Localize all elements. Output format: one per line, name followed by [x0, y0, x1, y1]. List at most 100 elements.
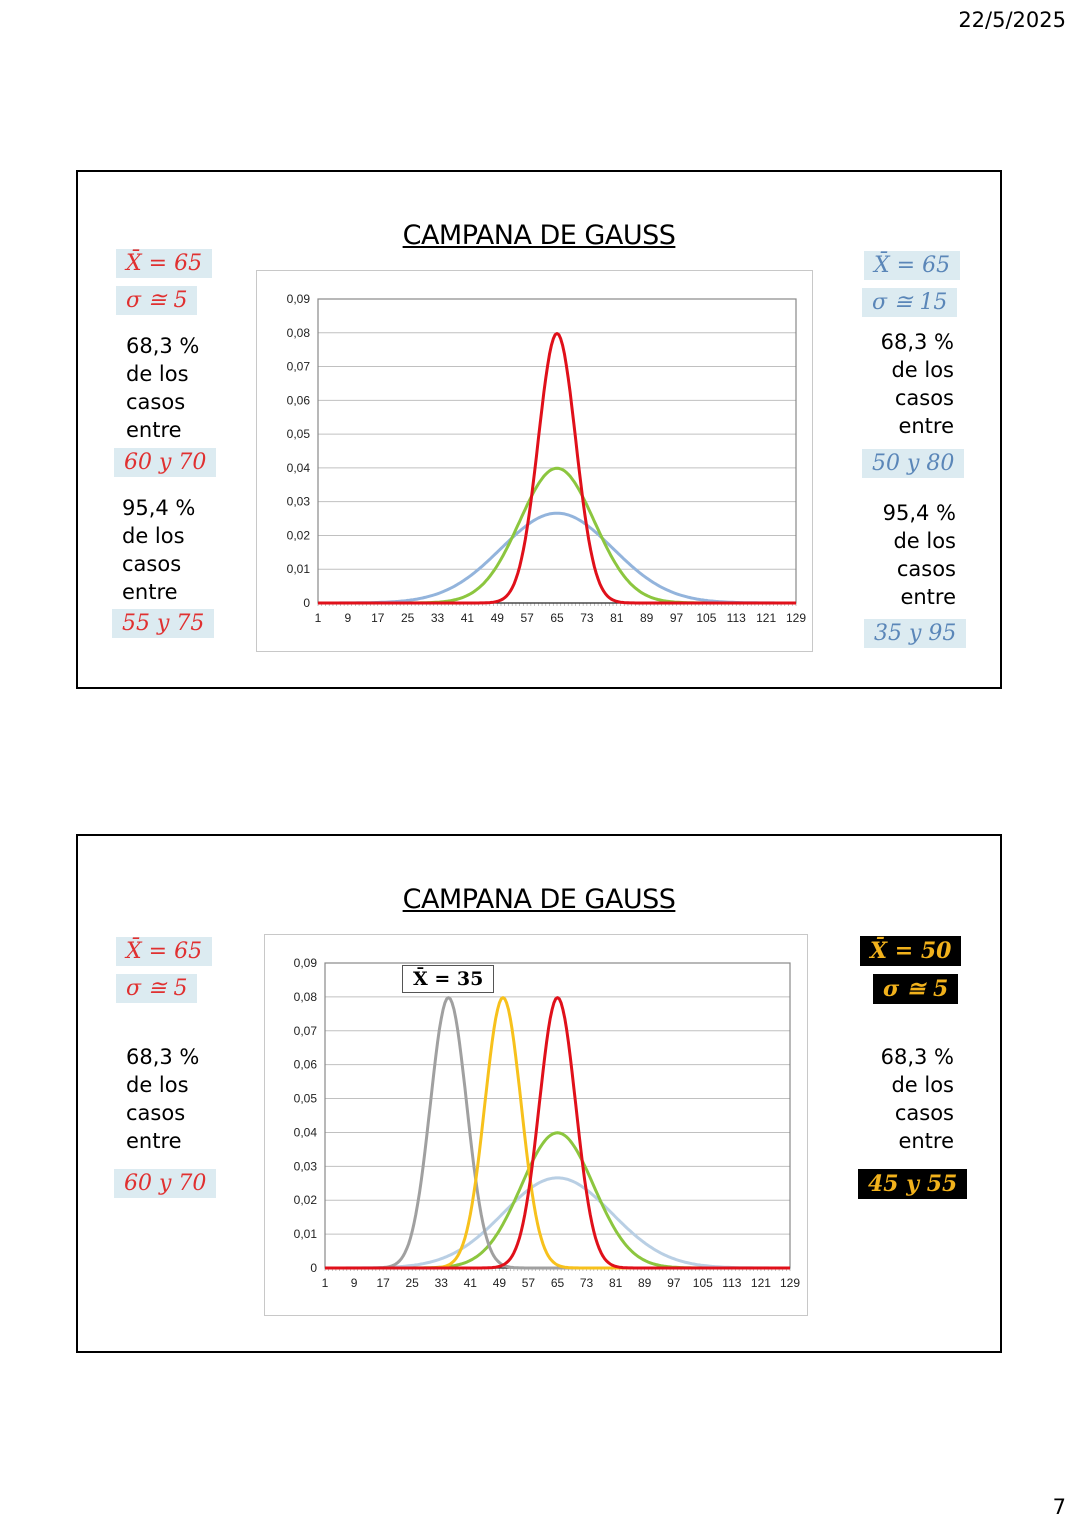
x-tick-label: 97: [667, 1276, 681, 1290]
left-text-68: 68,3 % de los casos entre: [126, 332, 199, 444]
x-tick-label: 121: [756, 611, 776, 625]
sigma-label-left: σ ≅ 5: [116, 286, 198, 315]
gauss-chart-1: 0 0,01 0,02 0,03 0,04 0,05 0,06 0,07 0,08 0,09 1 9 1…: [256, 270, 813, 652]
x-tick-label: 81: [609, 1276, 623, 1290]
x-tick-label: 57: [522, 1276, 536, 1290]
text-line: entre: [900, 585, 956, 609]
y-tick-label: 0: [303, 596, 310, 610]
x-tick-label: 73: [580, 611, 594, 625]
text-line: casos: [896, 557, 956, 581]
text-line: entre: [898, 1129, 954, 1153]
y-tick-label: 0,07: [294, 1024, 318, 1038]
x-tick-label: 65: [551, 1276, 565, 1290]
text-line: de los: [891, 1073, 954, 1097]
range-68-right: 50 y 80: [862, 449, 965, 478]
text-line: casos: [894, 386, 954, 410]
gauss-chart-2: 0 0,01 0,02 0,03 0,04 0,05 0,06 0,07 0,08 0,09 1 9 1…: [264, 934, 808, 1316]
text-line: entre: [898, 414, 954, 438]
x-tick-label: 65: [550, 611, 564, 625]
plot-frame: [324, 962, 791, 1269]
text-line: de los: [126, 362, 189, 386]
right-text-68: 68,3 % de los casos entre: [881, 328, 954, 440]
x-tick-label: 1: [315, 611, 322, 625]
x-tick-label: 49: [493, 1276, 507, 1290]
text-line: casos: [126, 390, 186, 414]
x-tick-label: 81: [610, 611, 624, 625]
y-tick-label: 0,09: [294, 956, 318, 970]
x-tick-label: 113: [727, 611, 746, 625]
mean-label-right: X̄ = 65: [864, 251, 961, 280]
range-68-left: 60 y 70: [114, 1169, 217, 1198]
y-tick-label: 0,02: [294, 1193, 318, 1207]
mean-label-right: X̄ = 50: [860, 936, 962, 966]
slide-2: CAMPANA DE GAUSS X̄ = 65 σ ≅ 5 68,3 % de…: [76, 834, 1002, 1353]
x-tick-label: 41: [461, 611, 475, 625]
x-tick-label: 89: [640, 611, 654, 625]
text-line: entre: [122, 580, 178, 604]
page-number: 7: [1052, 1495, 1066, 1519]
y-tick-label: 0,01: [287, 562, 311, 576]
y-tick-label: 0,06: [294, 1058, 318, 1072]
series-curve: [325, 996, 790, 1270]
y-tick-label: 0: [310, 1261, 317, 1275]
x-tick-label: 129: [780, 1276, 800, 1290]
y-tick-label: 0,04: [287, 461, 311, 475]
y-tick-label: 0,07: [287, 360, 311, 374]
y-tick-label: 0,05: [287, 427, 311, 441]
text-line: de los: [893, 529, 956, 553]
text-line: de los: [891, 358, 954, 382]
text-line: entre: [126, 1129, 182, 1153]
x-tick-label: 33: [431, 611, 445, 625]
mean-label-left: X̄ = 65: [116, 937, 213, 966]
x-tick-label: 9: [351, 1276, 358, 1290]
sigma-label-right: σ ≅ 15: [862, 288, 958, 317]
x-tick-label: 129: [786, 611, 806, 625]
y-tick-label: 0,02: [287, 528, 311, 542]
right-text-95: 95,4 % de los casos entre: [883, 499, 956, 611]
pct-68: 68,3 %: [126, 334, 200, 358]
y-tick-label: 0,08: [294, 990, 318, 1004]
range-95-right: 35 y 95: [864, 619, 967, 648]
y-tick-label: 0,03: [287, 495, 311, 509]
text-line: casos: [894, 1101, 954, 1125]
x-tick-label: 17: [371, 611, 385, 625]
y-tick-label: 0,06: [287, 393, 311, 407]
series-curve: [325, 1176, 790, 1270]
chart-svg: 0 0,01 0,02 0,03 0,04 0,05 0,06 0,07 0,08 0,09 1 9 1…: [294, 956, 801, 1290]
x-tick-label: 113: [722, 1276, 741, 1290]
text-line: de los: [122, 524, 185, 548]
text-line: entre: [126, 418, 182, 442]
x-tick-label: 17: [376, 1276, 390, 1290]
pct-68: 68,3 %: [880, 330, 954, 354]
x-tick-label: 9: [345, 611, 352, 625]
x-tick-label: 105: [693, 1276, 713, 1290]
y-tick-label: 0,05: [294, 1092, 318, 1106]
range-68-left: 60 y 70: [114, 448, 217, 477]
series-curve: [318, 332, 796, 605]
y-tick-label: 0,09: [287, 292, 311, 306]
range-68-right: 45 y 55: [858, 1169, 968, 1199]
x-tick-label: 49: [491, 611, 505, 625]
text-line: casos: [122, 552, 182, 576]
text-line: de los: [126, 1073, 189, 1097]
y-tick-label: 0,08: [287, 326, 311, 340]
left-text-95: 95,4 % de los casos entre: [122, 494, 195, 606]
x-tick-label: 25: [401, 611, 415, 625]
x-tick-label: 41: [464, 1276, 478, 1290]
slide-title: CAMPANA DE GAUSS: [402, 884, 676, 915]
x-tick-label: 73: [580, 1276, 594, 1290]
pct-68: 68,3 %: [126, 1045, 200, 1069]
slide-1: CAMPANA DE GAUSS X̄ = 65 σ ≅ 5 68,3 % de…: [76, 170, 1002, 689]
series-curve: [318, 511, 796, 605]
pct-95: 95,4 %: [882, 501, 956, 525]
sigma-label-right: σ ≅ 5: [873, 974, 959, 1004]
x-tick-label: 105: [696, 611, 716, 625]
x-tick-label: 25: [406, 1276, 420, 1290]
x-tick-label: 89: [638, 1276, 652, 1290]
mean-35-annotation: X̄ = 35: [402, 965, 495, 993]
chart-svg: 0 0,01 0,02 0,03 0,04 0,05 0,06 0,07 0,08 0,09 1 9 1…: [287, 292, 807, 625]
left-text-68: 68,3 % de los casos entre: [126, 1043, 199, 1155]
mean-label-left: X̄ = 65: [116, 249, 213, 278]
right-text-68: 68,3 % de los casos entre: [881, 1043, 954, 1155]
y-tick-label: 0,04: [294, 1125, 318, 1139]
